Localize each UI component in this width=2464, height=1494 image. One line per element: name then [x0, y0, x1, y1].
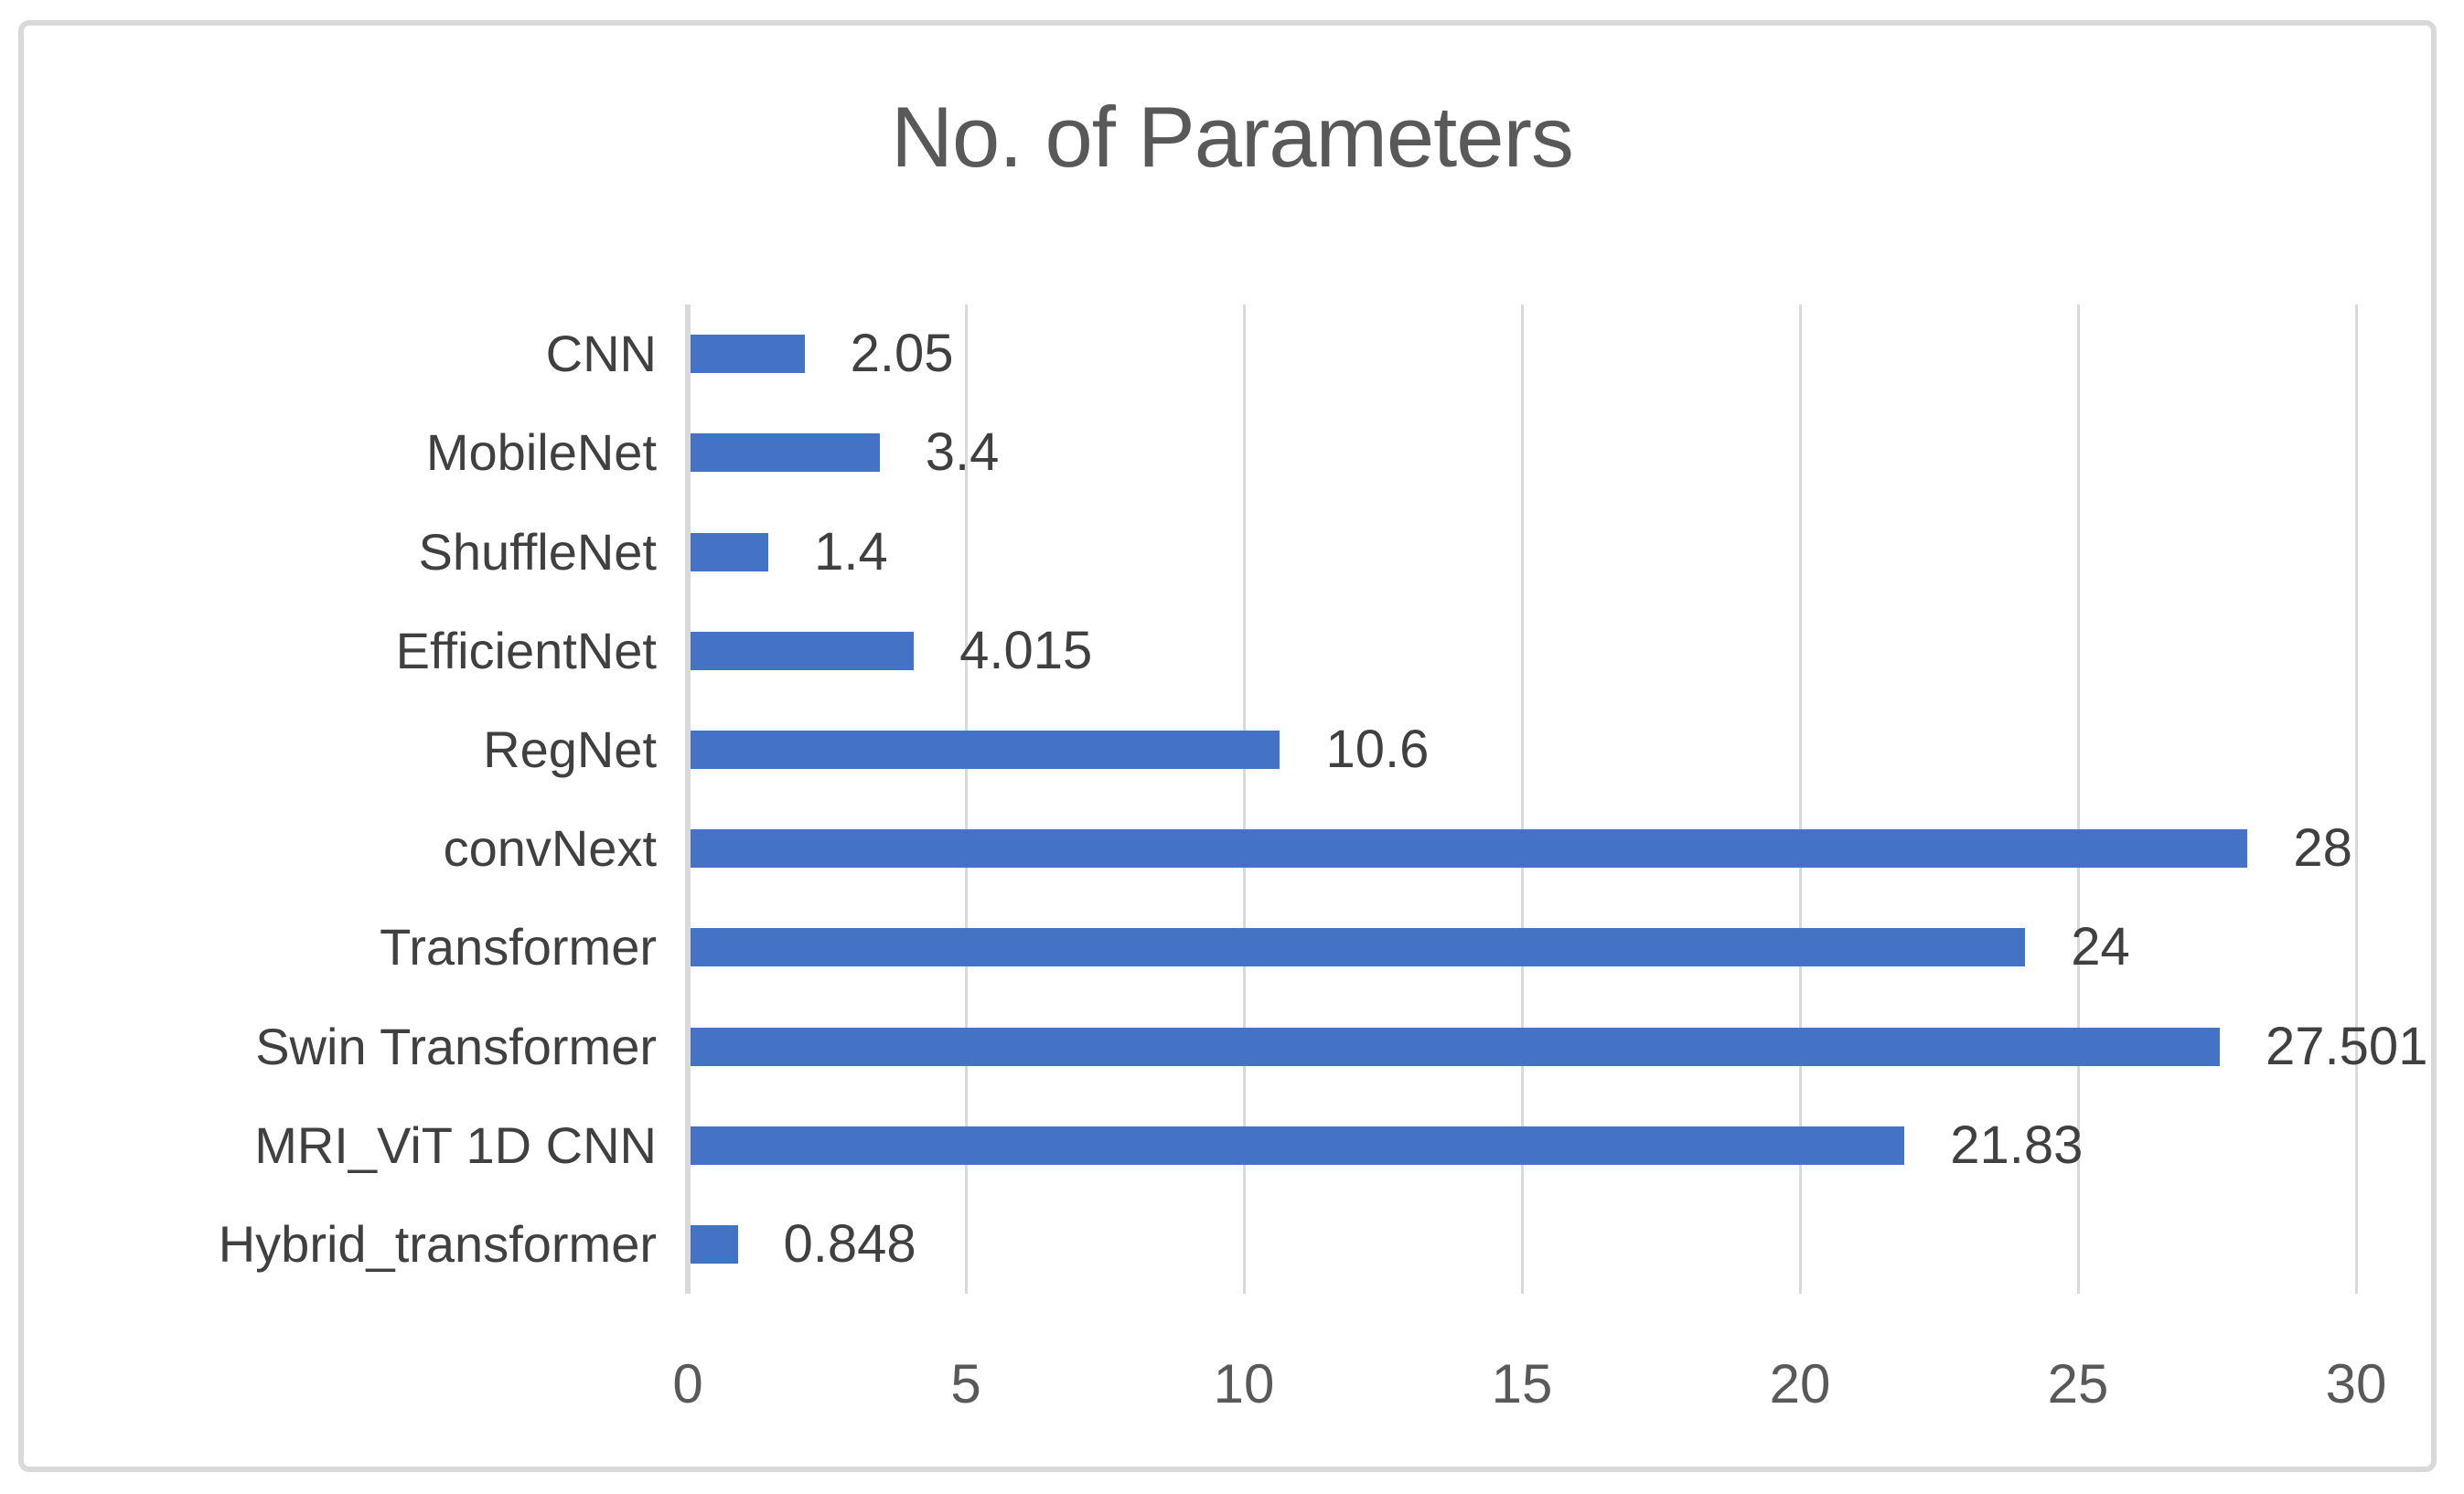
bar-value-label: 4.015 — [959, 620, 1093, 680]
bar-Transformer — [691, 928, 2026, 967]
plot-area: 2.05 3.4 1.4 4.015 10.6 28 24 27.501 21.83 0.848 — [685, 304, 2427, 1294]
x-tick-label-25: 25 — [2047, 1353, 2109, 1414]
vertical-gridline — [2354, 304, 2358, 1294]
bar-CNN — [691, 335, 805, 374]
bar-value-label: 28 — [2293, 818, 2352, 879]
bar-value-label: 0.848 — [783, 1213, 916, 1274]
x-tick-label-10: 10 — [1213, 1353, 1275, 1414]
bar-Swin Transformer — [691, 1027, 2221, 1066]
category-label-EfficientNet: EfficientNet — [395, 621, 657, 679]
vertical-gridline — [1520, 304, 1524, 1294]
category-label-MobileNet: MobileNet — [425, 423, 657, 482]
category-label-MRI_ViT 1D CNN: MRI_ViT 1D CNN — [254, 1115, 657, 1174]
bar-convNext — [691, 829, 2248, 869]
bar-MobileNet — [691, 433, 880, 473]
bar-value-label: 1.4 — [814, 521, 888, 582]
vertical-gridline — [1798, 304, 1802, 1294]
x-tick-label-15: 15 — [1491, 1353, 1553, 1414]
bar-value-label: 3.4 — [925, 422, 1000, 483]
category-label-RegNet: RegNet — [483, 720, 657, 778]
category-label-CNN: CNN — [545, 325, 657, 383]
category-label-Transformer: Transformer — [380, 918, 657, 976]
category-label-ShuffleNet: ShuffleNet — [418, 522, 657, 581]
category-label-Hybrid_transformer: Hybrid_transformer — [218, 1214, 657, 1273]
x-tick-label-20: 20 — [1769, 1353, 1831, 1414]
bar-value-label: 24 — [2071, 917, 2130, 977]
category-label-convNext: convNext — [443, 819, 657, 878]
bar-MRI_ViT 1D CNN — [691, 1126, 1905, 1165]
category-label-Swin Transformer: Swin Transformer — [255, 1017, 657, 1075]
y-axis-line — [685, 304, 691, 1294]
vertical-gridline — [1242, 304, 1246, 1294]
vertical-gridline — [964, 304, 968, 1294]
bar-value-label: 10.6 — [1325, 719, 1430, 779]
bar-value-label: 21.83 — [1950, 1115, 2084, 1175]
chart-title: No. of Parameters — [891, 89, 1574, 185]
bar-value-label: 2.05 — [850, 324, 954, 384]
bar-Hybrid_transformer — [691, 1224, 738, 1264]
x-tick-label-5: 5 — [950, 1353, 981, 1414]
bar-RegNet — [691, 730, 1280, 769]
bar-EfficientNet — [691, 631, 915, 670]
x-tick-label-30: 30 — [2325, 1353, 2387, 1414]
bar-value-label: 27.501 — [2266, 1016, 2428, 1076]
bar-ShuffleNet — [691, 532, 769, 571]
vertical-gridline — [2076, 304, 2080, 1294]
x-tick-label-0: 0 — [672, 1353, 703, 1414]
